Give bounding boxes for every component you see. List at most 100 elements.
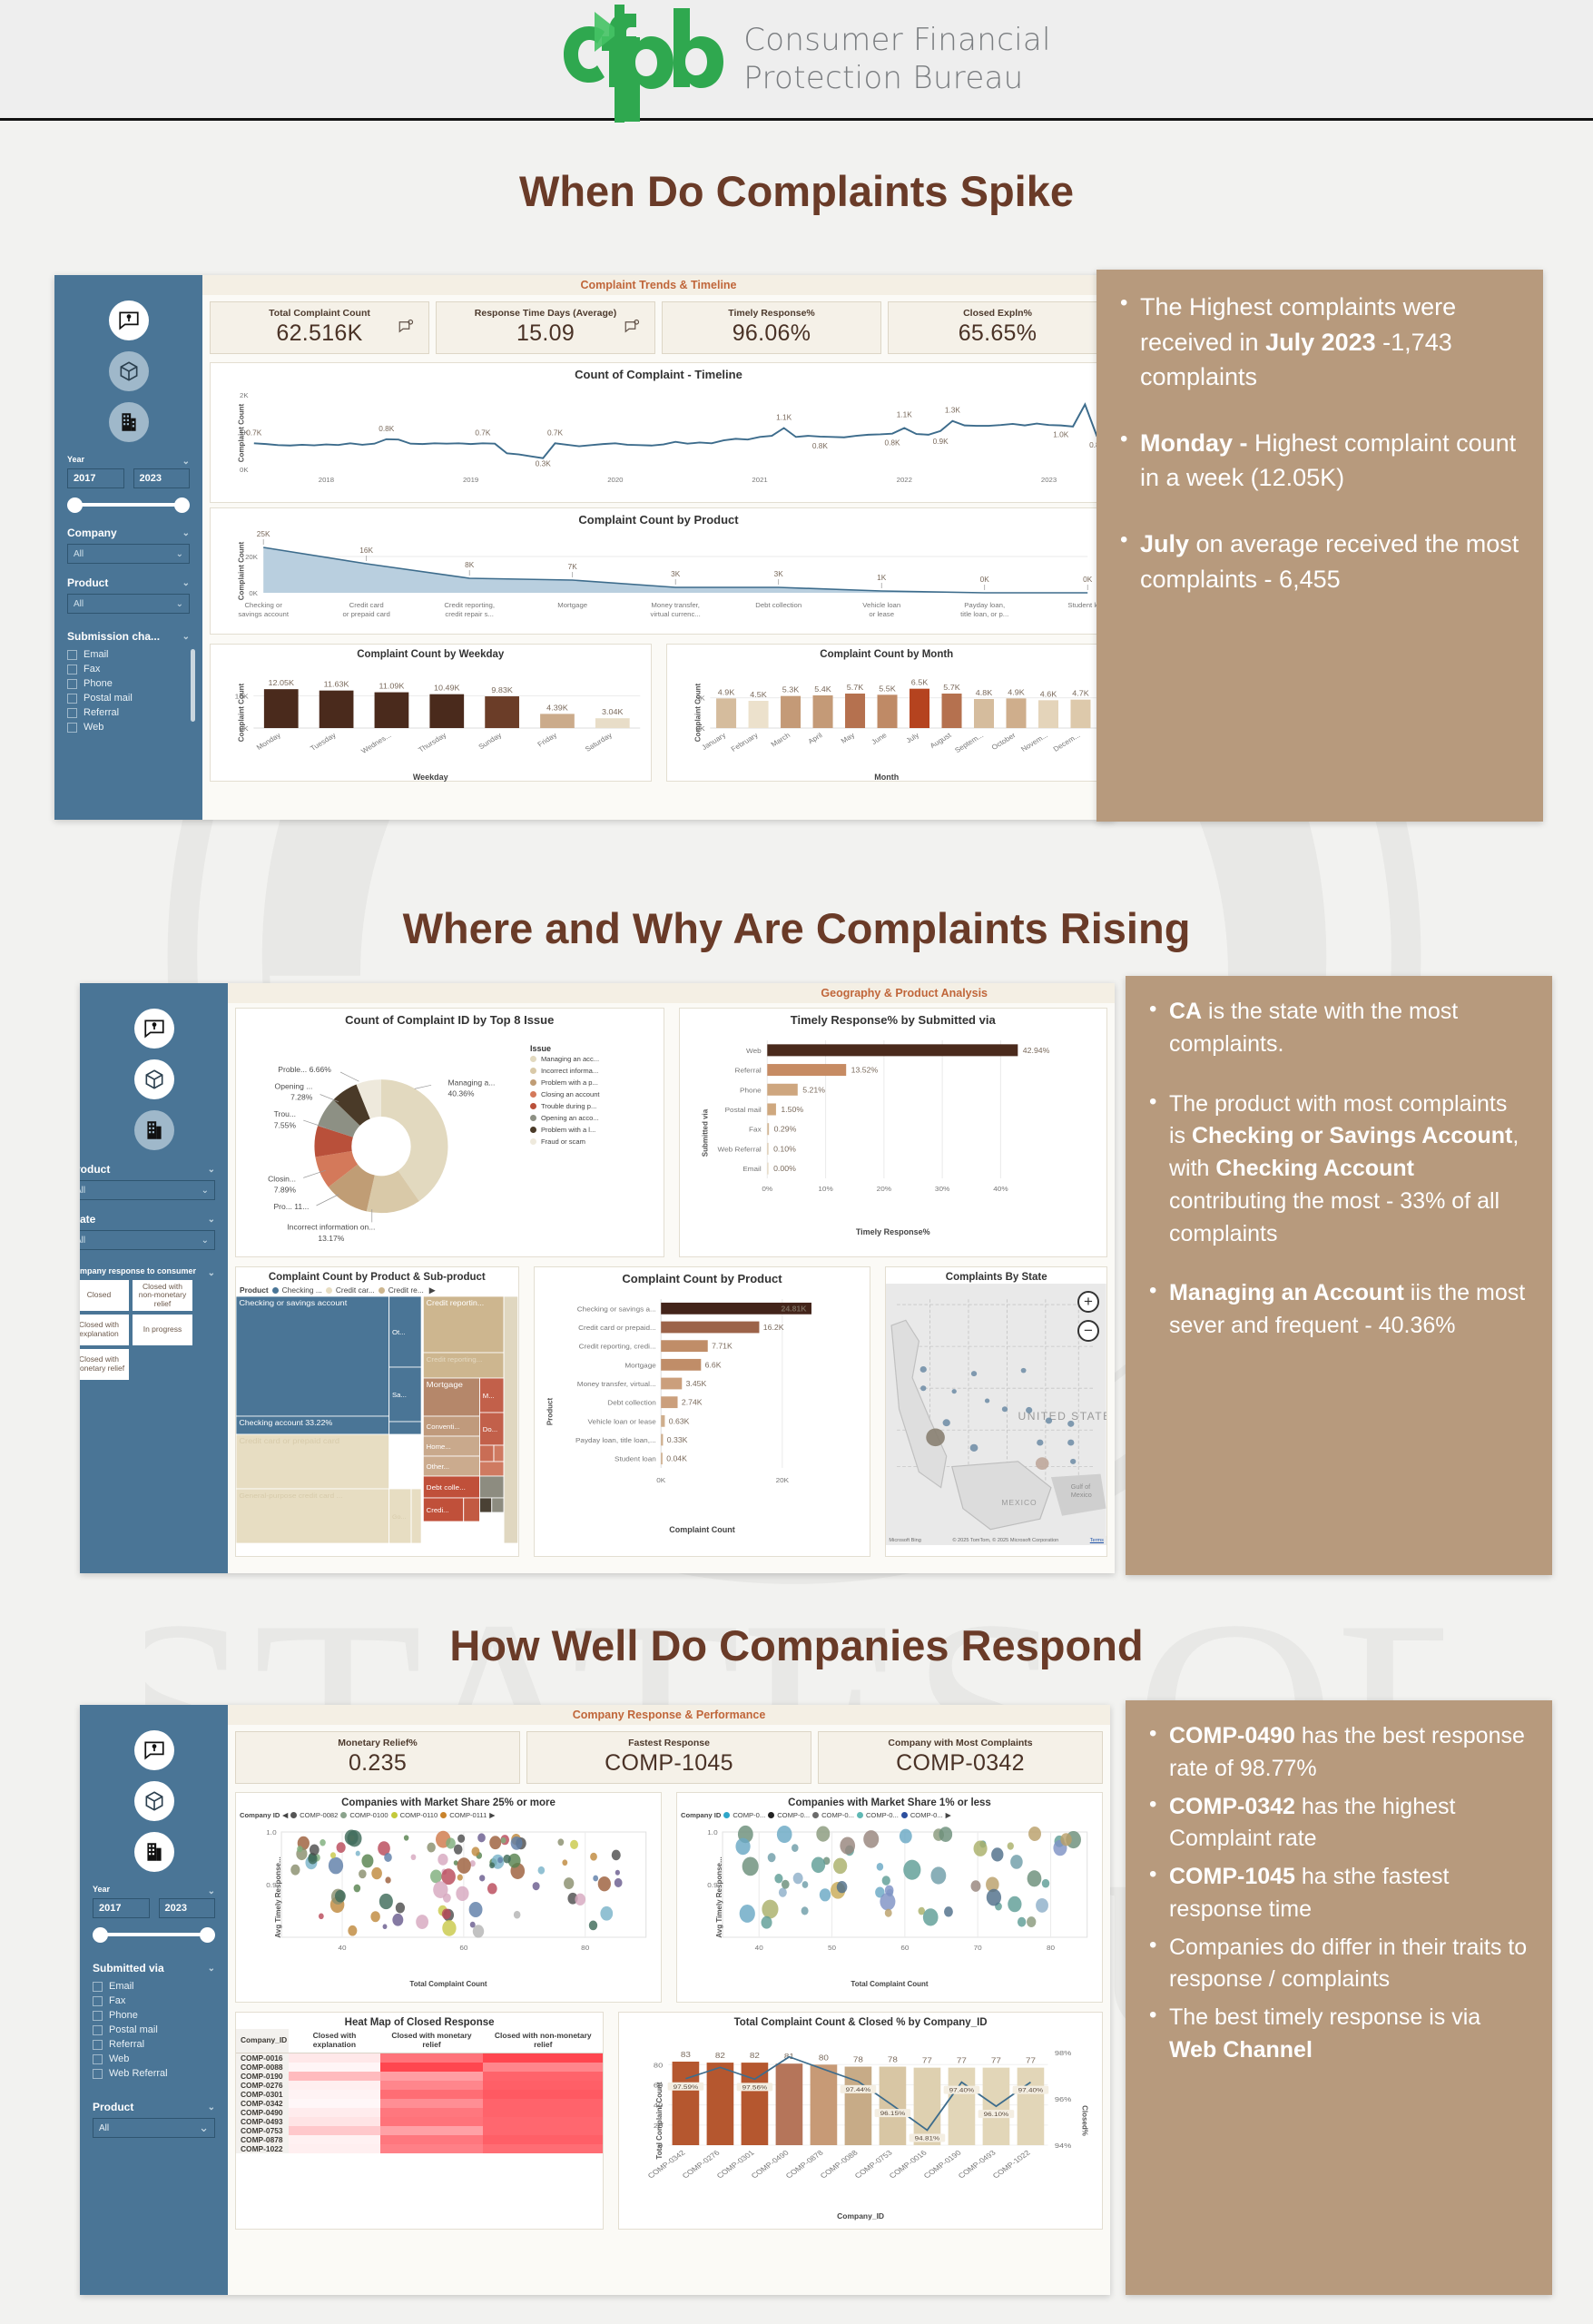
checkbox-row[interactable]: Phone: [93, 2008, 215, 2023]
year-max-input[interactable]: 2023: [158, 1898, 215, 1918]
legend-item[interactable]: Opening an acco...: [526, 1112, 664, 1124]
chart-month[interactable]: 0K 5K 4.9K January 4.5K February 5.3K March 5.4K…: [667, 661, 1107, 768]
chevron-down-icon[interactable]: ⌄: [207, 1215, 215, 1225]
checkbox-row[interactable]: Web Referral: [93, 2066, 215, 2081]
chevron-down-icon[interactable]: ⌄: [207, 1165, 215, 1175]
product-select[interactable]: All ⌄: [80, 1180, 215, 1200]
chart-timely-channel[interactable]: 0% 10% 20% 30% 40% Web 42.94% Referral 13.52% Pho…: [680, 1028, 1107, 1223]
table-row[interactable]: COMP-0753: [236, 2125, 604, 2135]
year-min-input[interactable]: 2017: [67, 468, 124, 488]
slider-knob-left[interactable]: [93, 1927, 108, 1943]
scrollbar-thumb[interactable]: [191, 649, 195, 722]
checkbox-row[interactable]: Email: [67, 647, 190, 662]
checkbox-icon[interactable]: [93, 2024, 103, 2035]
checkbox-row[interactable]: Email: [93, 1979, 215, 1994]
chart-weekday[interactable]: 0K 10K 12.05K Monday 11.63K Tuesday 11.09K Wedn…: [211, 661, 651, 768]
product-box-icon[interactable]: [108, 351, 149, 391]
year-min-input[interactable]: 2017: [93, 1898, 150, 1918]
checkbox-row[interactable]: Web: [67, 720, 190, 734]
year-max-input[interactable]: 2023: [133, 468, 190, 488]
chart-combo[interactable]: 02040608094%96%98%83COMP-034282COMP-0276…: [619, 2029, 1102, 2207]
product-box-icon[interactable]: [133, 1781, 174, 1821]
checkbox-row[interactable]: Fax: [67, 662, 190, 676]
map-zoom-in-button[interactable]: +: [1077, 1291, 1099, 1313]
legend-next-arrow-icon[interactable]: ▶: [489, 1811, 496, 1819]
chart-scatter-right[interactable]: 1.0 0.9 40 50 60 70 80: [677, 1821, 1102, 1975]
company-response-tile[interactable]: In progress: [133, 1315, 192, 1345]
company-building-icon[interactable]: [133, 1832, 174, 1872]
checkbox-row[interactable]: Fax: [93, 1994, 215, 2008]
table-row[interactable]: COMP-1022: [236, 2143, 604, 2153]
complaint-icon[interactable]: [133, 1730, 174, 1770]
table-row[interactable]: COMP-0016: [236, 2053, 604, 2063]
legend-item[interactable]: Managing an acc...: [526, 1053, 664, 1065]
complaint-icon[interactable]: [108, 300, 149, 340]
checkbox-icon[interactable]: [67, 649, 77, 660]
checkbox-icon[interactable]: [67, 678, 77, 689]
chart-issue-donut[interactable]: Managing a... 40.36% Proble... 6.66% Openin…: [236, 1028, 526, 1250]
chevron-down-icon[interactable]: ⌄: [207, 1268, 215, 1278]
checkbox-icon[interactable]: [93, 2068, 103, 2079]
table-row[interactable]: COMP-0301: [236, 2089, 604, 2099]
checkbox-row[interactable]: Postal mail: [93, 2023, 215, 2037]
map-zoom-out-button[interactable]: −: [1077, 1320, 1099, 1342]
scatter-right-legend[interactable]: Company ID COMP-0... COMP-0... COMP-0...…: [677, 1809, 1102, 1821]
legend-next-arrow-icon[interactable]: ▶: [945, 1811, 951, 1819]
map-terms-link[interactable]: Terms: [1089, 1538, 1104, 1543]
chart-product-bar[interactable]: 0K 20K Checking or savings a... 24.81K Credi…: [535, 1286, 870, 1521]
slider-knob-right[interactable]: [174, 497, 190, 513]
legend-item[interactable]: Fraud or scam: [526, 1136, 664, 1147]
legend-item[interactable]: Closing an account: [526, 1088, 664, 1100]
checkbox-row[interactable]: Referral: [67, 705, 190, 720]
company-select[interactable]: All ⌄: [67, 544, 190, 564]
legend-prev-arrow-icon[interactable]: ◀: [282, 1811, 289, 1819]
checkbox-icon[interactable]: [67, 722, 77, 733]
chevron-down-icon[interactable]: ⌄: [182, 632, 190, 642]
chart-treemap[interactable]: Checking or savings account Checking acco…: [235, 1295, 518, 1544]
table-row[interactable]: COMP-0878: [236, 2134, 604, 2144]
legend-item[interactable]: Problem with a l...: [526, 1124, 664, 1136]
product-box-icon[interactable]: [133, 1059, 174, 1099]
slider-knob-right[interactable]: [200, 1927, 215, 1943]
table-row[interactable]: COMP-0276: [236, 2080, 604, 2090]
company-response-tile[interactable]: Closed: [80, 1280, 129, 1311]
map-container[interactable]: UNITED STATES MEXICO Gulf of Mexico: [886, 1284, 1106, 1545]
scatter-left-legend[interactable]: Company ID ◀ COMP-0082 COMP-0100 COMP-01…: [236, 1809, 661, 1821]
checkbox-icon[interactable]: [67, 693, 77, 704]
legend-item[interactable]: Problem with a p...: [526, 1077, 664, 1088]
checkbox-row[interactable]: Referral: [93, 2037, 215, 2052]
map-canvas[interactable]: UNITED STATES MEXICO Gulf of Mexico: [886, 1284, 1106, 1545]
year-range-slider[interactable]: [93, 1925, 215, 1944]
checkbox-icon[interactable]: [93, 1995, 103, 2006]
year-range-slider[interactable]: [67, 496, 190, 514]
slider-knob-left[interactable]: [67, 497, 83, 513]
chevron-down-icon[interactable]: ⌄: [182, 578, 190, 588]
table-row[interactable]: COMP-0342: [236, 2098, 604, 2108]
table-row[interactable]: COMP-0493: [236, 2116, 604, 2126]
checkbox-icon[interactable]: [67, 664, 77, 675]
company-response-tile[interactable]: Closed with monetary relief: [80, 1349, 129, 1380]
legend-item[interactable]: Incorrect informa...: [526, 1065, 664, 1077]
checkbox-icon[interactable]: [93, 2039, 103, 2050]
chevron-down-icon[interactable]: ⌄: [207, 2102, 215, 2112]
chevron-down-icon[interactable]: ⌄: [182, 457, 190, 467]
company-response-tile[interactable]: Closed with non-monetary relief: [133, 1280, 192, 1311]
heatmap-table[interactable]: Company_ID Closed with explanation Closed …: [236, 2029, 604, 2153]
checkbox-row[interactable]: Web: [93, 2052, 215, 2066]
product-select[interactable]: All ⌄: [93, 2118, 215, 2138]
checkbox-row[interactable]: Phone: [67, 676, 190, 691]
checkbox-icon[interactable]: [93, 1981, 103, 1992]
checkbox-icon[interactable]: [93, 2010, 103, 2021]
company-building-icon[interactable]: [133, 1110, 174, 1150]
chart-timeline[interactable]: 0K 1K 2K 2018 2019 2020 2021 2022 2023 0.7K 0.8K 0.…: [211, 382, 1106, 491]
table-row[interactable]: COMP-0190: [236, 2071, 604, 2081]
checkbox-row[interactable]: Postal mail: [67, 691, 190, 705]
chart-scatter-left[interactable]: 1.0 0.9 40 60 80: [236, 1821, 661, 1975]
legend-next-arrow-icon[interactable]: ▶: [428, 1285, 436, 1295]
table-row[interactable]: COMP-0490: [236, 2107, 604, 2117]
chart-product-area[interactable]: 0K 20K 25K 16K 8K 7K 3K 3K 1K 0K 0K Checking orsavi…: [211, 527, 1107, 635]
legend-item[interactable]: Trouble during p...: [526, 1100, 664, 1112]
chevron-down-icon[interactable]: ⌄: [207, 1964, 215, 1974]
company-response-tile[interactable]: Closed with explanation: [80, 1315, 129, 1345]
chevron-down-icon[interactable]: ⌄: [182, 528, 190, 538]
